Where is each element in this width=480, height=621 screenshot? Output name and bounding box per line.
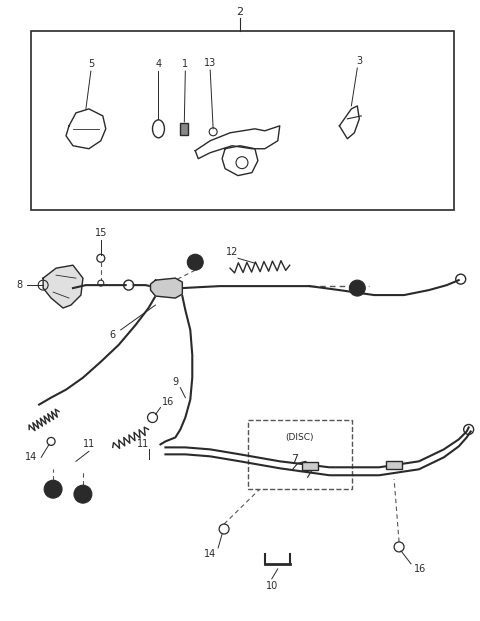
Text: 7: 7	[291, 455, 298, 465]
Text: 9: 9	[172, 377, 179, 387]
Text: 10: 10	[266, 581, 278, 591]
Text: 5: 5	[88, 59, 94, 69]
Text: 16: 16	[414, 564, 426, 574]
Bar	[180, 123, 188, 135]
Text: 4: 4	[156, 59, 162, 69]
Text: B: B	[192, 258, 198, 266]
Polygon shape	[43, 265, 83, 308]
Text: 6: 6	[109, 330, 116, 340]
Text: B: B	[50, 485, 56, 494]
Bar	[31, 31, 454, 211]
Text: 1: 1	[182, 59, 188, 69]
Text: 13: 13	[204, 58, 216, 68]
Circle shape	[74, 485, 92, 503]
FancyBboxPatch shape	[248, 420, 352, 489]
Text: 14: 14	[204, 549, 216, 559]
Text: 3: 3	[356, 56, 362, 66]
Text: A: A	[354, 284, 360, 292]
Text: A: A	[80, 490, 86, 499]
Text: 12: 12	[226, 247, 238, 257]
Circle shape	[44, 480, 62, 498]
Text: 15: 15	[95, 229, 107, 238]
Circle shape	[349, 280, 365, 296]
Text: (DISC): (DISC)	[286, 433, 314, 442]
Text: 16: 16	[162, 397, 175, 407]
Text: 11: 11	[137, 440, 150, 450]
Text: 14: 14	[25, 452, 37, 463]
Bar	[386, 461, 402, 469]
Polygon shape	[151, 278, 182, 298]
Circle shape	[187, 254, 203, 270]
Text: 11: 11	[83, 440, 95, 450]
Text: 2: 2	[237, 7, 243, 17]
Bar	[301, 462, 318, 470]
Text: 8: 8	[16, 280, 23, 290]
